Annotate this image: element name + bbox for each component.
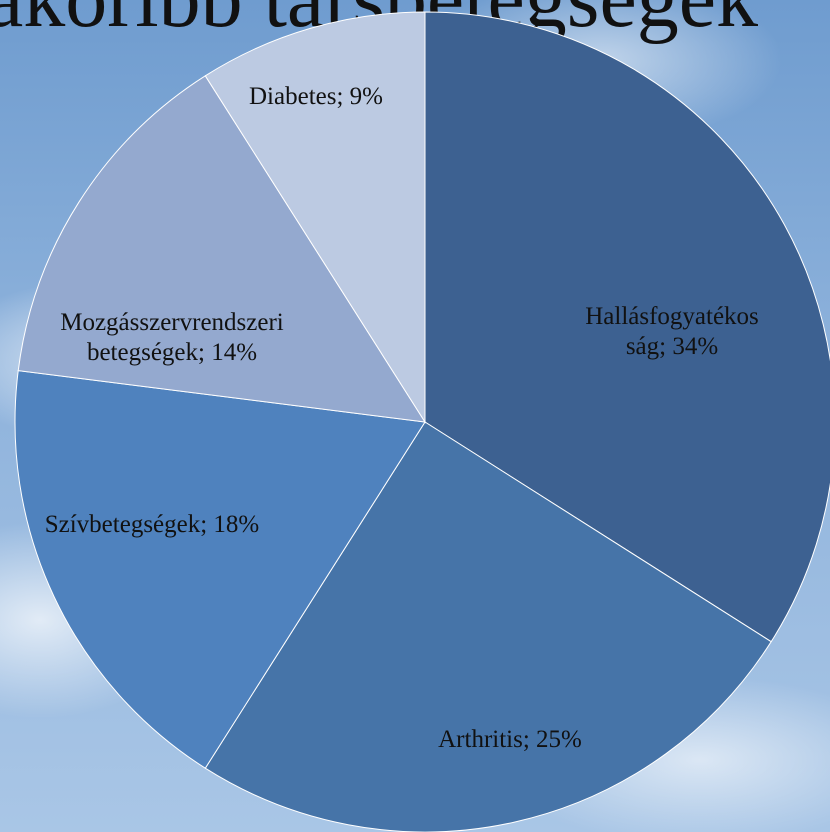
chart: akoribb társbetegségek bbox=[0, 0, 830, 832]
data-label: Mozgásszervrendszeri betegségek; 14% bbox=[57, 308, 287, 368]
data-label: Diabetes; 9% bbox=[206, 82, 426, 112]
data-label: Szívbetegségek; 18% bbox=[27, 510, 277, 540]
data-label: Hallásfogyatékosság; 34% bbox=[582, 302, 762, 362]
data-label: Arthritis; 25% bbox=[395, 725, 625, 755]
slide: akoribb társbetegségek Hallásfogyatékoss… bbox=[0, 0, 830, 832]
